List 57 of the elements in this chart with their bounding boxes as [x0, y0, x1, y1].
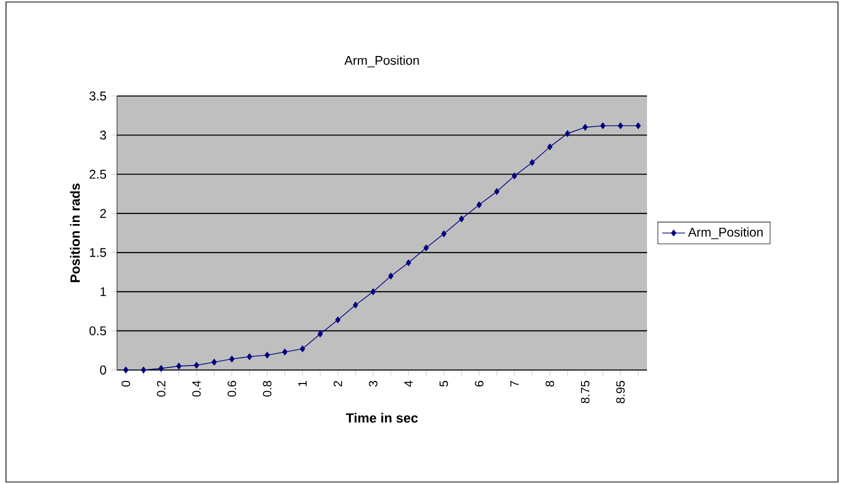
- x-tick-label: 8.95: [616, 380, 625, 404]
- point: [547, 144, 552, 150]
- x-tick-label: 3: [368, 380, 378, 387]
- point: [388, 272, 394, 280]
- x-tick-label: 8.75: [580, 380, 590, 404]
- x-tick-label: 2: [334, 380, 342, 386]
- point: [636, 122, 641, 130]
- point: [318, 330, 323, 338]
- x-axis-title: Time in sec: [346, 412, 418, 423]
- y-tick-label: 3.5: [89, 92, 106, 100]
- legend-label: Arm_Position: [688, 227, 763, 240]
- point: [441, 230, 446, 238]
- point: [140, 366, 146, 374]
- x-tick-label: 7: [510, 380, 519, 386]
- x-tick-label: 0: [122, 380, 130, 387]
- point: [512, 172, 518, 180]
- point: [564, 130, 570, 137]
- x-tick-label: 0.8: [262, 380, 272, 397]
- point: [246, 353, 252, 360]
- x-tick-label: 4: [404, 380, 413, 387]
- x-tick-label: 8: [546, 380, 554, 387]
- point: [458, 216, 464, 222]
- x-tick-label: 5: [440, 380, 448, 387]
- point: [176, 362, 182, 370]
- x-tick-label: 0.2: [156, 380, 166, 397]
- point: [582, 124, 588, 131]
- y-tick-label: 0: [100, 366, 106, 374]
- y-tick-label: 1: [100, 287, 106, 296]
- point: [406, 259, 412, 266]
- y-axis-title: Position in rads: [70, 184, 80, 282]
- point: [194, 362, 200, 369]
- point: [618, 122, 624, 130]
- point: [530, 159, 535, 166]
- point: [212, 358, 217, 366]
- y-tick-label: 2.5: [90, 170, 106, 179]
- x-tick-label: 1: [298, 380, 307, 386]
- point: [123, 366, 128, 374]
- y-tick-label: 0.5: [90, 326, 106, 336]
- point: [335, 316, 340, 324]
- y-tick-label: 3: [100, 130, 106, 140]
- point: [158, 365, 164, 372]
- chart-title: Arm_Position: [344, 56, 419, 68]
- x-tick-label: 6: [474, 380, 484, 386]
- y-tick-label: 1.5: [90, 248, 106, 257]
- y-tick-label: 2: [100, 208, 106, 218]
- point: [300, 346, 306, 352]
- point: [424, 244, 429, 252]
- point: [494, 188, 500, 195]
- point: [282, 348, 288, 356]
- point: [352, 302, 358, 308]
- point: [476, 201, 482, 208]
- point: [600, 122, 606, 130]
- point: [229, 356, 234, 362]
- point: [264, 352, 270, 358]
- x-tick-label: 0.4: [192, 380, 201, 397]
- point: [370, 288, 376, 296]
- x-tick-label: 0.6: [228, 380, 236, 397]
